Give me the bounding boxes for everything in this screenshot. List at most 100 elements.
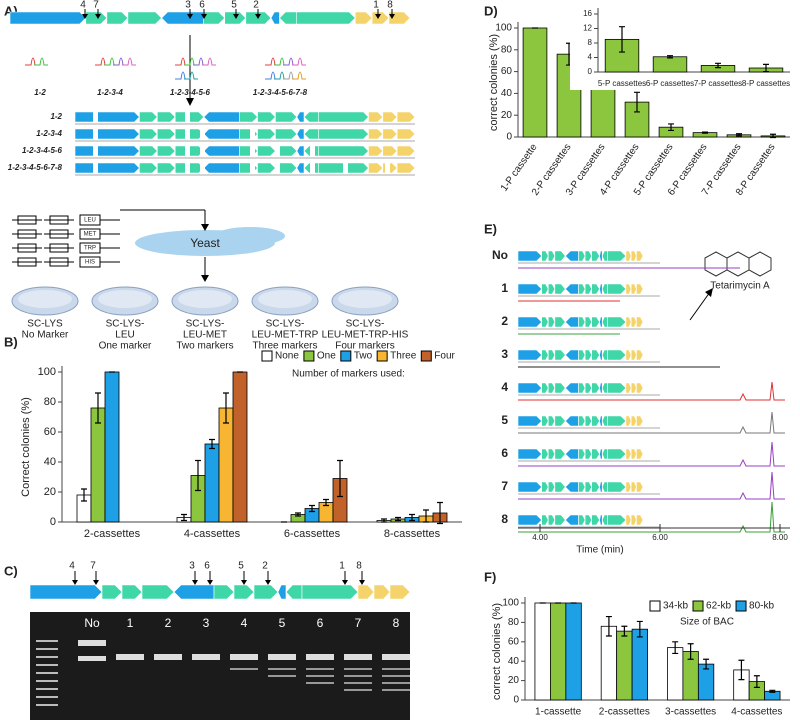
gene: [318, 128, 369, 140]
gene: [157, 145, 176, 157]
error-bar: [81, 488, 87, 502]
y-tick-label: 40: [44, 456, 56, 468]
gene: [636, 415, 644, 427]
gene: [368, 162, 384, 174]
arrow-head: [72, 580, 78, 585]
legend-label: Three: [390, 351, 417, 362]
trace-label: 6: [501, 446, 508, 460]
ladder-band: [36, 648, 58, 650]
gene: [257, 162, 276, 174]
gene: [630, 349, 637, 361]
arrow-head: [192, 580, 198, 585]
error-bar: [381, 518, 387, 523]
marker-label: MET: [84, 232, 97, 238]
gene: [564, 283, 579, 295]
primer-curve: [202, 57, 216, 66]
gene: [578, 481, 586, 493]
gap: [275, 145, 280, 157]
y-tick-label: 0: [506, 132, 512, 143]
legend-swatch: [340, 350, 352, 362]
ladder-band: [36, 640, 58, 642]
gene: [547, 415, 556, 427]
plate-label: LEU: [115, 330, 134, 341]
gene: [173, 584, 215, 600]
lane-label: 1: [127, 616, 134, 630]
panel-label: D): [484, 3, 498, 18]
gene: [630, 382, 637, 394]
site-label: 4: [80, 0, 86, 11]
plate-label: SC-LYS-: [266, 319, 305, 330]
gene: [591, 250, 600, 262]
y-tick-label: 0: [50, 516, 56, 528]
gene: [541, 250, 549, 262]
gene: [139, 128, 158, 140]
gene: [303, 128, 319, 140]
arrow-head: [389, 14, 395, 19]
gap: [185, 162, 190, 174]
band: [382, 675, 410, 677]
gene: [599, 283, 603, 295]
trace-label: 1: [501, 281, 508, 295]
y-tick-label: 16: [583, 9, 592, 18]
y-tick-label: 20: [501, 110, 513, 121]
gap: [310, 145, 315, 157]
gene: [591, 481, 600, 493]
y-axis-title: Correct colonies (%): [20, 397, 32, 497]
band: [344, 675, 372, 677]
gene: [607, 250, 627, 262]
gene: [541, 283, 549, 295]
primer-curve: [265, 57, 279, 66]
gene: [584, 448, 593, 460]
x-tick-label: 7-P cassettes: [694, 79, 742, 88]
gene: [630, 283, 637, 295]
primer-curve: [184, 71, 198, 80]
bar: [667, 647, 684, 701]
band: [382, 668, 410, 670]
gene: [371, 11, 390, 25]
primer-curve: [274, 57, 288, 66]
arrow-head: [375, 14, 381, 19]
legend-swatch: [420, 350, 432, 362]
gene: [368, 128, 384, 140]
gene: [139, 145, 158, 157]
gene: [74, 111, 140, 123]
ladder-band: [36, 696, 58, 698]
x-tick-label: 4-cassettes: [731, 707, 782, 718]
error-bar: [605, 615, 612, 637]
site-label: 8: [387, 0, 393, 11]
gene: [584, 514, 593, 526]
gene: [368, 111, 384, 123]
row-label: 1-2-3-4-5-6: [22, 146, 63, 155]
row-label: 1-2-3-4: [36, 129, 62, 138]
primer-curve: [283, 57, 297, 66]
arrow-head: [359, 580, 365, 585]
gel: [30, 612, 410, 720]
gene: [601, 448, 608, 460]
error-bar: [634, 91, 640, 113]
gene: [547, 514, 556, 526]
arrow-head: [241, 580, 247, 585]
gene: [599, 349, 603, 361]
gene: [554, 514, 566, 526]
band: [382, 654, 410, 660]
gene: [517, 349, 543, 361]
error-bar: [715, 62, 721, 69]
bar: [522, 27, 548, 138]
band: [192, 654, 220, 660]
arrow-head: [187, 14, 193, 19]
y-tick-label: 8: [588, 38, 593, 47]
bar: [534, 602, 551, 701]
gene: [554, 349, 566, 361]
band: [268, 668, 296, 670]
y-tick-label: 80: [44, 396, 56, 408]
plate-label: No Marker: [22, 330, 69, 341]
x-tick-label: 4.00: [532, 533, 548, 542]
legend-swatch: [376, 350, 388, 362]
plate-label: LEU-MET-TRP: [252, 330, 319, 341]
gene: [601, 316, 608, 328]
site-label: 3: [189, 561, 195, 572]
plate-label: SC-LYS: [27, 319, 63, 330]
gene: [547, 316, 556, 328]
gene: [139, 111, 158, 123]
x-tick-label: 8.00: [772, 533, 788, 542]
